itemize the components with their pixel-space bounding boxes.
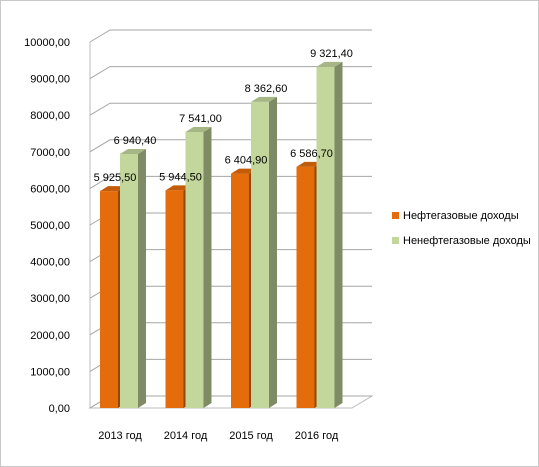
- x-tick-label: 2015 год: [229, 430, 273, 442]
- y-tick-label: 7000,00: [30, 147, 70, 159]
- bar-front: [231, 173, 249, 408]
- bar-top: [120, 148, 146, 154]
- gridline: [89, 139, 372, 153]
- data-label: 5 944,50: [159, 171, 202, 183]
- gridline: [89, 175, 372, 189]
- y-tick-label: 5000,00: [30, 220, 70, 232]
- data-label: 8 362,60: [245, 83, 288, 95]
- legend-label: Ненефтегазовые доходы: [403, 235, 531, 247]
- data-label: 6 940,40: [114, 135, 157, 147]
- bar-front: [120, 153, 138, 408]
- legend-swatch: [392, 212, 399, 219]
- x-tick-label: 2013 год: [98, 430, 142, 442]
- bar-front: [251, 101, 269, 409]
- bar-front: [100, 191, 118, 408]
- bar-top: [100, 186, 126, 192]
- legend-swatch: [392, 237, 399, 244]
- bar-top: [296, 161, 323, 167]
- data-label: 6 404,90: [225, 155, 268, 167]
- bar-side: [269, 96, 277, 409]
- y-tick-label: 10000,00: [24, 37, 70, 49]
- gridline: [89, 29, 372, 43]
- data-label: 7 541,00: [179, 113, 222, 125]
- bar-side: [334, 61, 343, 408]
- bar: [251, 96, 277, 409]
- bar: [120, 148, 146, 408]
- data-label: 5 925,50: [94, 172, 137, 184]
- y-tick-label: 1000,00: [30, 366, 70, 378]
- legend-label: Нефтегазовые доходы: [403, 210, 519, 222]
- y-tick-label: 8000,00: [30, 110, 70, 122]
- y-tick-label: 6000,00: [30, 183, 70, 195]
- bar-front: [296, 166, 315, 408]
- y-tick-label: 2000,00: [30, 330, 70, 342]
- bar: [316, 61, 343, 408]
- data-label: 9 321,40: [310, 48, 353, 60]
- y-tick-label: 4000,00: [30, 257, 70, 269]
- bar-top: [251, 96, 277, 102]
- gridline: [89, 102, 372, 116]
- x-tick-label: 2016 год: [295, 430, 339, 442]
- bar-top: [185, 126, 212, 132]
- y-tick-label: 3000,00: [30, 293, 70, 305]
- y-tick-label: 0,00: [49, 403, 70, 415]
- data-label: 6 586,70: [290, 148, 333, 160]
- bar-side: [138, 148, 146, 408]
- gridline: [89, 66, 372, 80]
- x-tick-label: 2014 год: [164, 430, 208, 442]
- bar-side: [203, 126, 212, 409]
- bar-top: [316, 61, 343, 67]
- y-tick-label: 9000,00: [30, 74, 70, 86]
- bar: [185, 126, 212, 409]
- bar-front: [316, 66, 335, 408]
- bar-front: [165, 190, 184, 408]
- bar-top: [165, 185, 192, 191]
- bar-front: [185, 131, 204, 409]
- bar-top: [231, 168, 257, 174]
